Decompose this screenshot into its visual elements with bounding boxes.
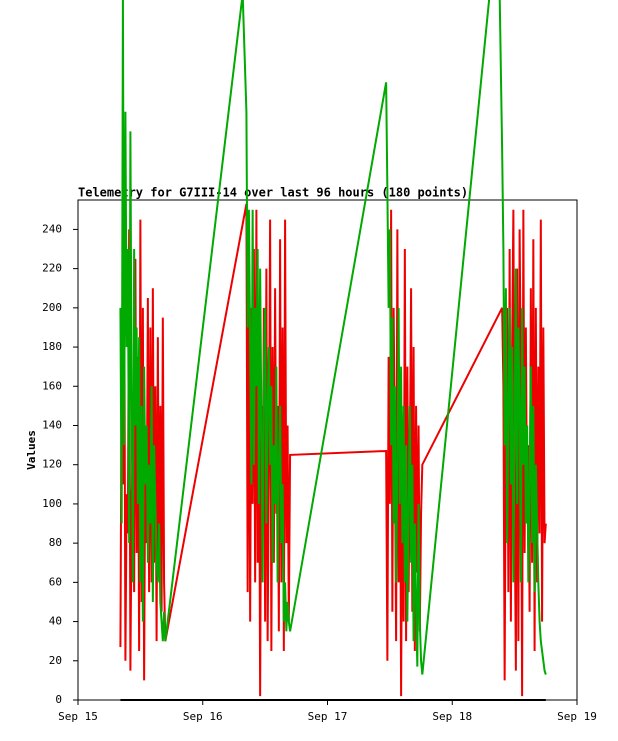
y-tick-label: 140 xyxy=(42,418,62,431)
x-tick-label: Sep 17 xyxy=(308,710,348,723)
y-tick-label: 120 xyxy=(42,458,62,471)
y-tick-label: 160 xyxy=(42,379,62,392)
y-tick-label: 100 xyxy=(42,497,62,510)
series-line xyxy=(119,203,547,697)
y-tick-label: 0 xyxy=(55,693,62,706)
y-tick-label: 200 xyxy=(42,301,62,314)
y-tick-label: 20 xyxy=(49,654,62,667)
y-tick-label: 240 xyxy=(42,222,62,235)
y-axis-label: Values xyxy=(25,430,38,470)
y-tick-label: 220 xyxy=(42,262,62,275)
y-tick-label: 60 xyxy=(49,575,62,588)
y-tick-label: 40 xyxy=(49,615,62,628)
chart-title: Telemetry for G7III-14 over last 96 hour… xyxy=(78,186,468,200)
x-tick-label: Sep 15 xyxy=(58,710,98,723)
x-tick-label: Sep 16 xyxy=(183,710,223,723)
x-tick-label: Sep 18 xyxy=(432,710,472,723)
x-tick-label: Sep 19 xyxy=(557,710,597,723)
y-tick-label: 180 xyxy=(42,340,62,353)
y-tick-label: 80 xyxy=(49,536,62,549)
series-line xyxy=(119,0,547,675)
